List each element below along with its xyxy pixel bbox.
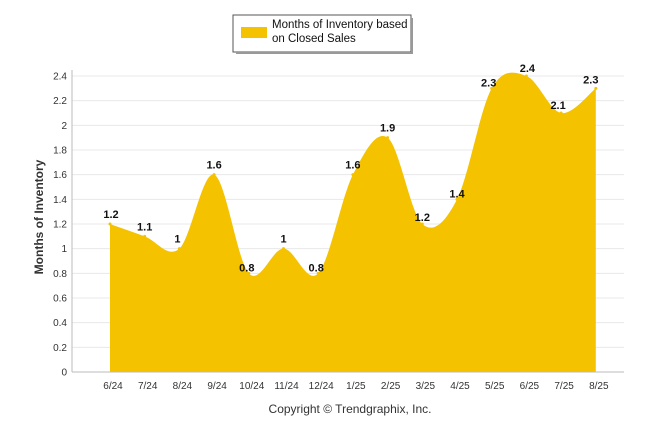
data-labels: 1.2 1.1 1 1.6 0.8 1 0.8 1.6 1.9 1.2 1.4 2.3 2.4 2.1 2.… [103,63,598,274]
x-tick-label: 9/24 [207,381,227,392]
data-point [420,222,424,226]
area-series [108,72,598,372]
data-point [351,173,355,177]
data-point [386,136,390,140]
axes [71,70,624,373]
area-fill [110,72,596,372]
data-point [282,247,285,251]
y-tick-label: 0 [61,368,67,379]
y-tick-label: 1.6 [53,170,67,181]
data-point [177,247,181,251]
y-tick-label: 1.2 [53,220,67,231]
x-tick-labels: 6/24 7/24 8/24 9/24 10/24 11/24 12/24 1/25 2/25 3… [103,381,609,392]
legend: Months of Inventory based on Closed Sale… [232,14,413,54]
legend-label-line-1: Months of Inventory based [272,19,408,31]
y-tick-label: 0.2 [53,343,67,354]
x-tick-label: 10/24 [239,381,264,392]
x-tick-label: 8/25 [589,381,609,392]
data-point [524,74,528,78]
copyright-text: Copyright © Trendgraphix, Inc. [269,402,432,416]
x-tick-label: 7/24 [138,381,158,392]
y-tick-label: 0.8 [53,269,67,280]
data-label: 1.9 [380,123,395,135]
data-point [108,222,112,226]
data-label: 2.3 [481,77,496,89]
x-tick-label: 4/25 [450,381,470,392]
y-tick-label: 2.2 [53,96,67,107]
data-label: 1.6 [345,160,360,172]
data-point [594,86,598,90]
y-axis-label: Months of Inventory [32,159,46,274]
data-label: 1 [174,234,180,246]
y-tick-label: 2 [61,121,67,132]
x-tick-label: 6/24 [103,381,123,392]
data-label: 1.1 [137,221,152,233]
y-tick-labels: 0 0.2 0.4 0.6 0.8 1 1.2 1.4 1.6 1.8 2 2.2 2.4 [53,72,67,379]
data-point [212,173,216,177]
data-label: 1.4 [449,188,465,200]
legend-shadow-right [411,18,413,53]
x-tick-label: 1/25 [346,381,366,392]
data-label: 0.8 [309,262,324,274]
x-tick-label: 12/24 [309,381,334,392]
x-tick-label: 2/25 [381,381,401,392]
data-label: 2.3 [583,74,598,86]
legend-label-line-2: on Closed Sales [272,33,356,45]
data-label: 1.6 [206,160,221,172]
data-point [490,86,494,90]
y-tick-label: 1.8 [53,146,67,157]
data-point [247,271,251,275]
y-tick-label: 2.4 [53,72,67,83]
x-tick-label: 8/24 [173,381,193,392]
data-point [143,234,147,238]
x-tick-label: 6/25 [520,381,540,392]
data-label: 2.1 [550,100,565,112]
data-label: 1.2 [415,212,430,224]
data-label: 2.4 [520,63,536,75]
x-tick-label: 7/25 [554,381,574,392]
x-tick-label: 11/24 [274,381,299,392]
legend-swatch [241,27,267,38]
y-tick-label: 1.4 [53,195,67,206]
data-point [455,197,459,201]
data-point [316,271,320,275]
x-tick-label: 5/25 [485,381,505,392]
y-tick-label: 0.4 [53,318,67,329]
data-label: 1.2 [103,209,118,221]
y-tick-label: 1 [61,244,67,255]
data-label: 1 [280,234,286,246]
data-label: 0.8 [239,262,254,274]
x-tick-label: 3/25 [416,381,436,392]
data-point [559,111,563,115]
legend-shadow-bottom [236,52,413,54]
y-tick-label: 0.6 [53,294,67,305]
